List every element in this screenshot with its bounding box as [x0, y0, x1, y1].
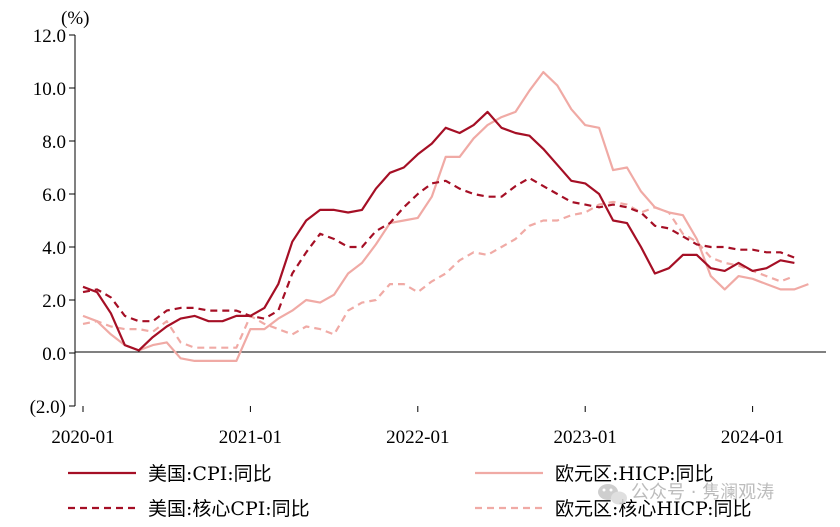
x-axis-ticks: 2020-01 2021-01 2022-01 2023-01 2024-01	[51, 406, 784, 448]
y-tick-label: 10.0	[33, 79, 66, 100]
watermark-text: 公众号 · 隽澜观涛	[631, 482, 774, 503]
y-tick-label: 2.0	[42, 291, 66, 312]
series-ez-core-hicp	[82, 200, 795, 349]
legend-label-us-cpi: 美国:CPI:同比	[148, 463, 272, 485]
y-axis-unit: (%)	[61, 8, 89, 29]
series-us-cpi	[82, 110, 795, 352]
y-tick-label: 4.0	[42, 238, 66, 259]
watermark: 公众号 · 隽澜观涛	[598, 482, 774, 505]
legend-label-ez-hicp: 欧元区:HICP:同比	[555, 463, 714, 485]
x-tick-label: 2024-01	[721, 427, 784, 448]
series-ez-hicp	[82, 70, 809, 362]
legend: 美国:CPI:同比 欧元区:HICP:同比 美国:核心CPI:同比 欧元区:核心…	[68, 463, 752, 520]
x-tick-label: 2023-01	[554, 427, 617, 448]
x-tick-label: 2022-01	[386, 427, 449, 448]
y-tick-label: 6.0	[42, 185, 66, 206]
legend-label-ez-core-hicp: 欧元区:核心HICP:同比	[555, 498, 752, 520]
wechat-icon	[598, 484, 627, 505]
y-tick-label: 0.0	[42, 344, 66, 365]
y-axis-ticks: (2.0) 0.0 2.0 4.0 6.0 8.0 10.0 12.0	[30, 26, 75, 418]
x-tick-label: 2021-01	[219, 427, 282, 448]
series-layer	[82, 70, 809, 362]
x-tick-label: 2020-01	[51, 427, 114, 448]
y-tick-label: 12.0	[33, 26, 66, 47]
legend-label-us-core-cpi: 美国:核心CPI:同比	[148, 498, 310, 520]
y-tick-label: (2.0)	[30, 397, 66, 418]
y-tick-label: 8.0	[42, 132, 66, 153]
series-us-core-cpi	[82, 177, 795, 323]
